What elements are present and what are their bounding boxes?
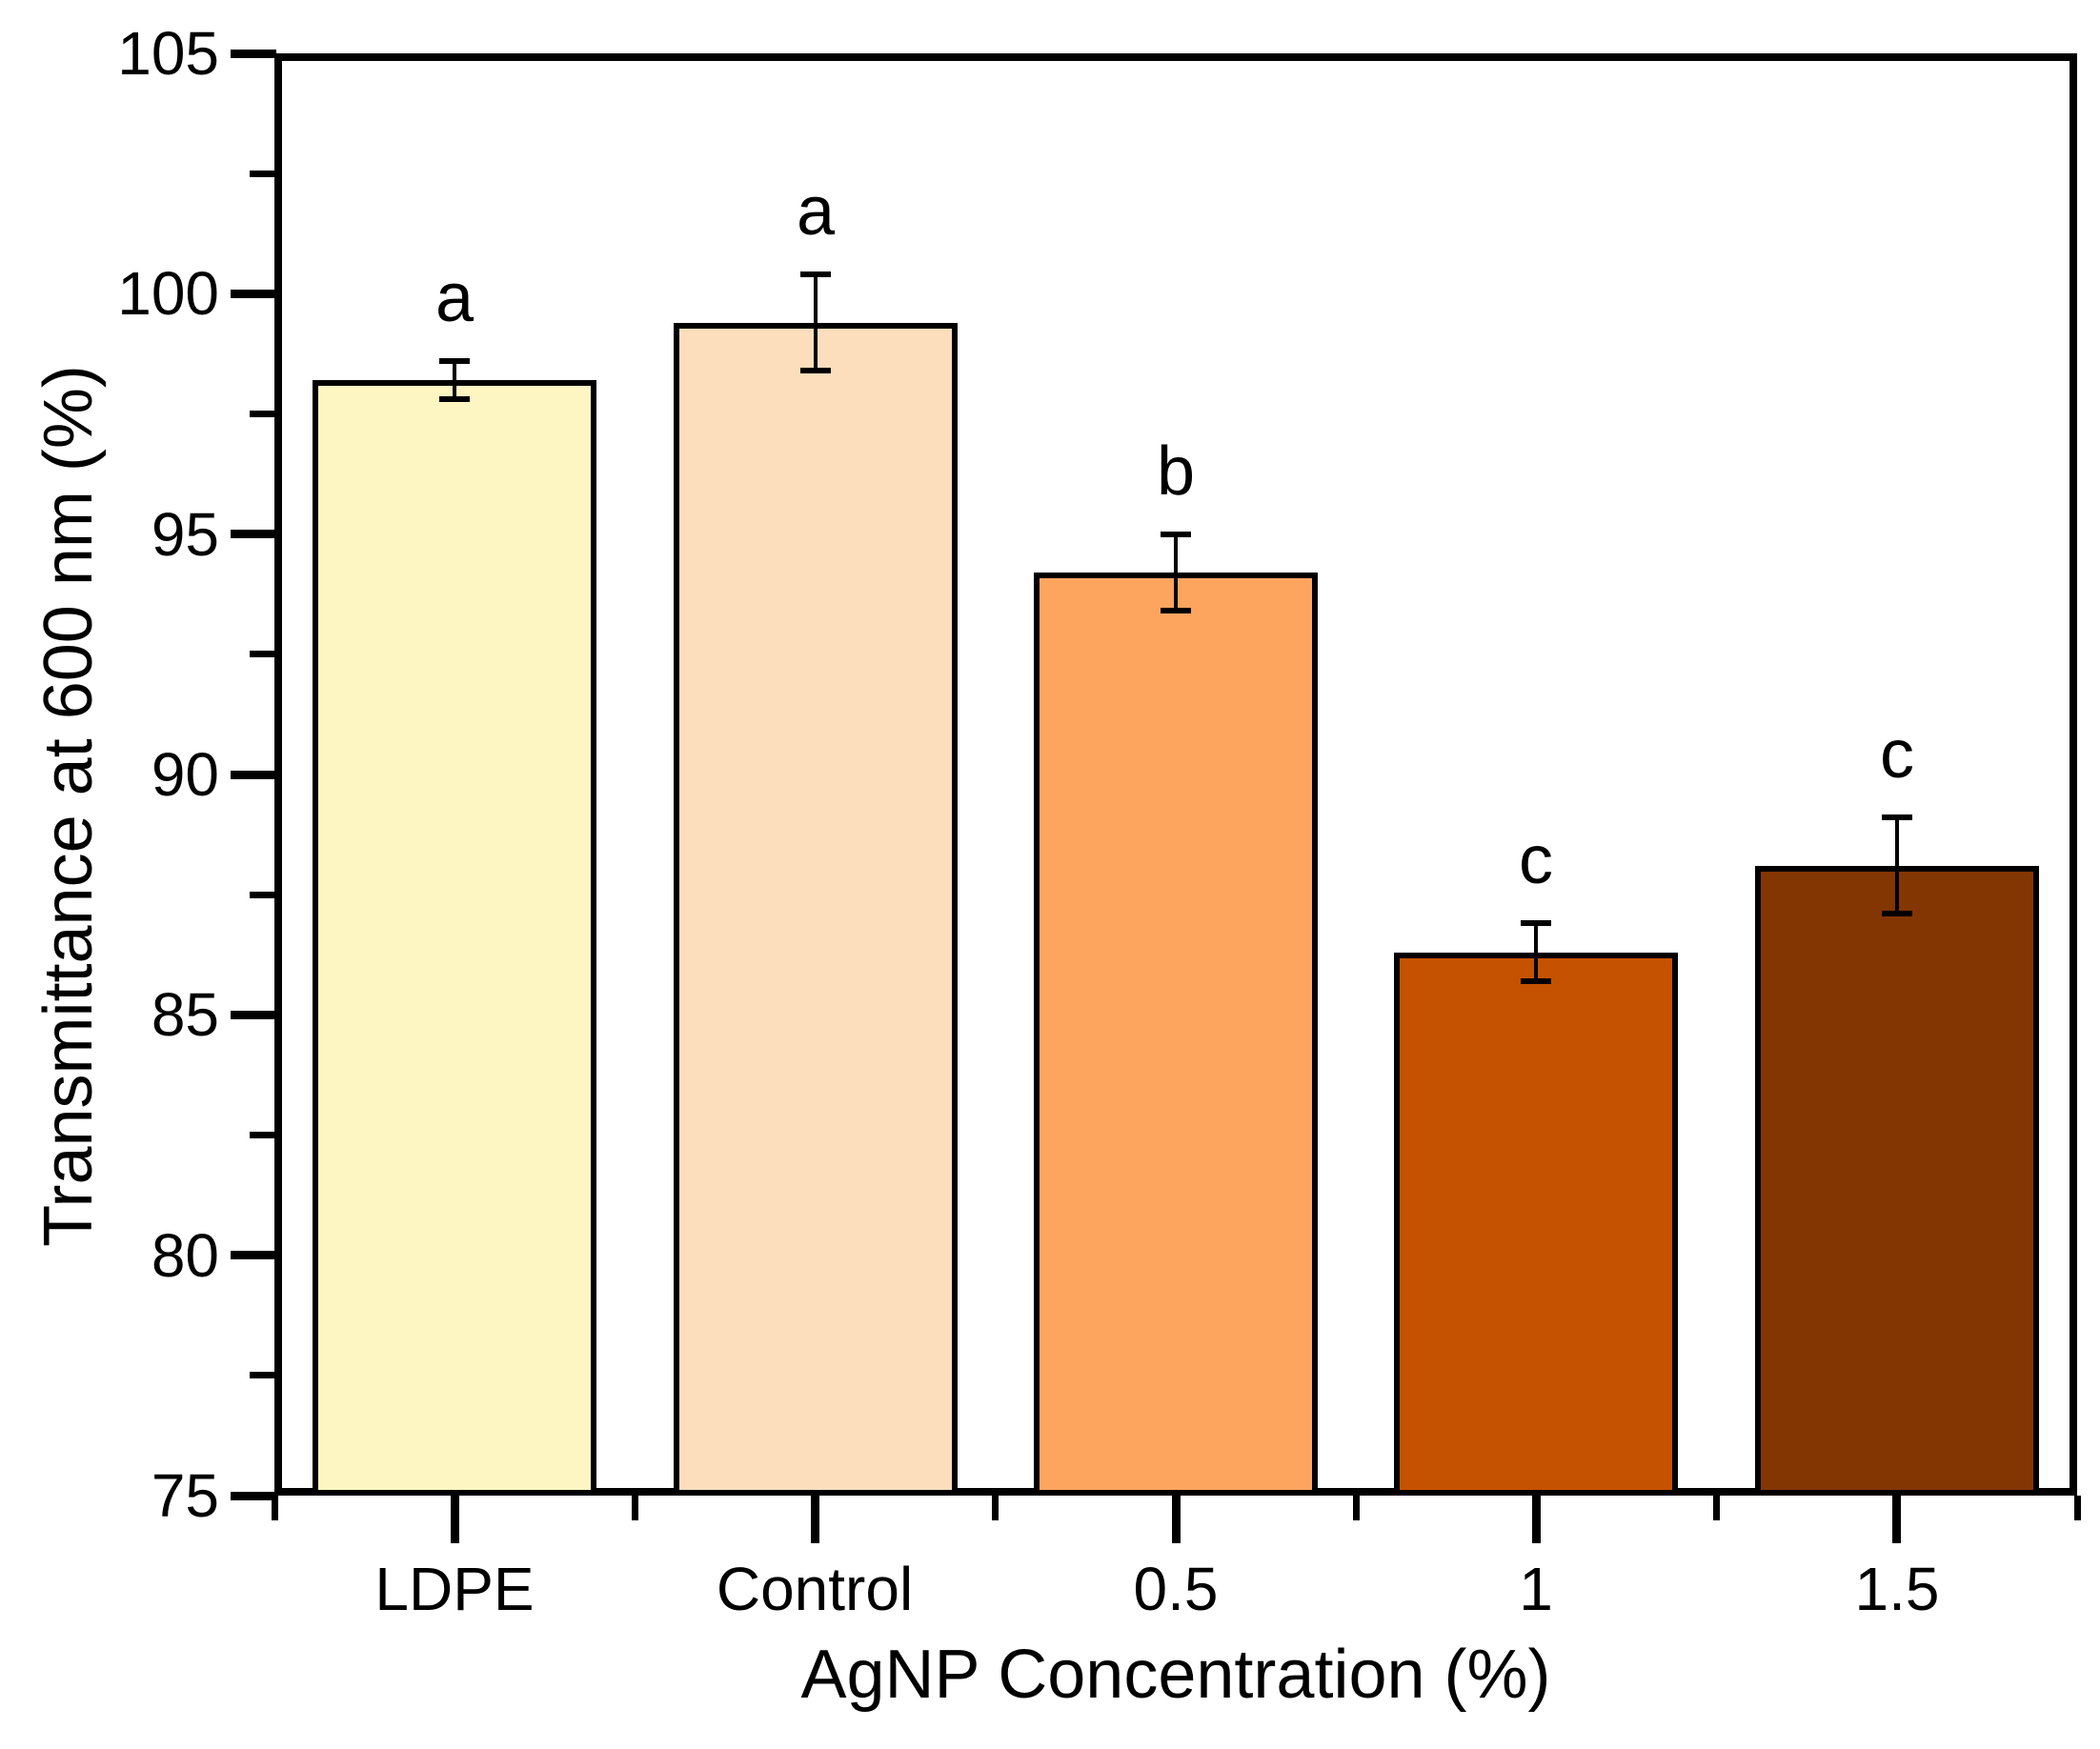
error-cap-bottom <box>1882 911 1912 916</box>
error-cap-bottom <box>1161 608 1191 613</box>
x-major-tick <box>1172 1496 1181 1543</box>
error-bar <box>1174 534 1178 612</box>
bar-1 <box>1394 953 1678 1496</box>
x-major-tick <box>1532 1496 1541 1543</box>
x-major-tick <box>811 1496 819 1543</box>
bar-ldpe <box>313 380 596 1496</box>
error-cap-top <box>1521 920 1551 926</box>
error-cap-bottom <box>800 368 831 373</box>
x-minor-tick <box>272 1496 278 1520</box>
y-tick-label: 80 <box>151 1221 219 1290</box>
x-major-tick <box>1892 1496 1901 1543</box>
error-cap-top <box>439 358 470 364</box>
error-cap-top <box>1161 532 1191 537</box>
error-cap-bottom <box>439 396 470 402</box>
y-major-tick <box>231 290 276 298</box>
y-minor-tick <box>250 892 276 898</box>
y-major-tick <box>231 1011 276 1019</box>
error-bar <box>1895 817 1899 914</box>
x-major-tick <box>451 1496 459 1543</box>
x-minor-tick <box>992 1496 999 1520</box>
y-minor-tick <box>250 411 276 417</box>
bar-0-5 <box>1034 573 1318 1496</box>
x-tick-label: 1 <box>1519 1555 1553 1623</box>
error-cap-top <box>800 271 831 277</box>
bar-1-5 <box>1755 866 2039 1496</box>
significance-letter: a <box>434 260 475 336</box>
y-tick-label: 75 <box>151 1461 219 1530</box>
y-major-tick <box>231 771 276 779</box>
error-bar <box>814 274 818 371</box>
x-minor-tick <box>1713 1496 1720 1520</box>
y-major-tick <box>231 50 276 58</box>
error-bar <box>453 361 456 399</box>
x-minor-tick <box>632 1496 638 1520</box>
y-minor-tick <box>250 651 276 657</box>
x-tick-label: 0.5 <box>1133 1555 1219 1623</box>
y-major-tick <box>231 1251 276 1259</box>
y-minor-tick <box>250 171 276 177</box>
error-cap-bottom <box>1521 978 1551 984</box>
x-minor-tick <box>2074 1496 2081 1520</box>
x-minor-tick <box>1353 1496 1360 1520</box>
error-bar <box>1534 923 1538 981</box>
significance-letter: a <box>796 173 836 250</box>
error-cap-top <box>1882 814 1912 820</box>
y-tick-label: 90 <box>151 740 219 809</box>
y-minor-tick <box>250 1132 276 1138</box>
y-tick-label: 95 <box>151 500 219 569</box>
y-tick-label: 85 <box>151 980 219 1049</box>
x-tick-label: 1.5 <box>1854 1555 1940 1623</box>
significance-letter: b <box>1156 433 1196 510</box>
x-axis-title: AgNP Concentration (%) <box>800 1637 1551 1713</box>
y-major-tick <box>231 1492 276 1500</box>
y-axis-title: Transmittance at 600 nm (%) <box>30 365 107 1247</box>
significance-letter: c <box>1519 822 1553 898</box>
x-tick-label: Control <box>716 1555 914 1623</box>
y-major-tick <box>231 530 276 538</box>
significance-letter: c <box>1880 716 1914 793</box>
bar-control <box>674 323 958 1496</box>
y-tick-label: 100 <box>117 259 219 328</box>
y-minor-tick <box>250 1372 276 1378</box>
x-tick-label: LDPE <box>374 1555 535 1623</box>
y-tick-label: 105 <box>117 19 219 88</box>
